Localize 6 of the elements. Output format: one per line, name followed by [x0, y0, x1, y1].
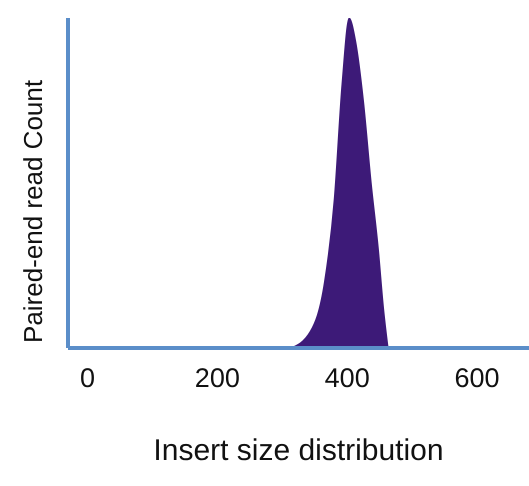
y-axis-title: Paired-end read Count	[18, 79, 48, 343]
x-axis-title: Insert size distribution	[153, 434, 444, 467]
x-tick-label: 0	[80, 363, 95, 394]
x-tick-label: 400	[324, 363, 370, 394]
x-tick-label: 200	[194, 363, 240, 394]
x-tick-label: 600	[454, 363, 500, 394]
